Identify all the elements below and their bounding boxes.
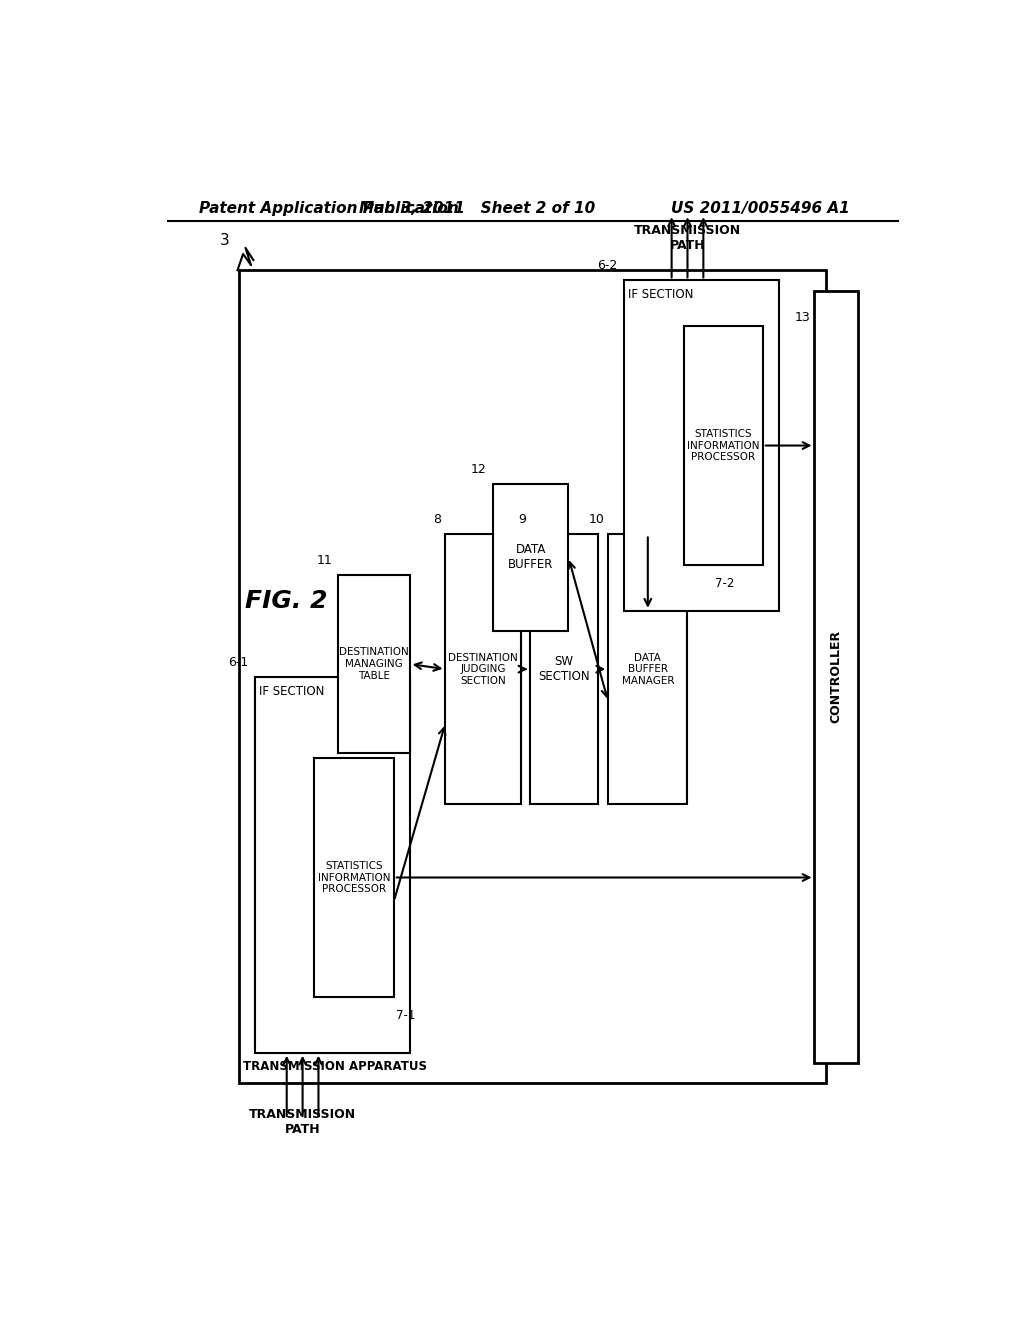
Text: 10: 10 (588, 513, 604, 527)
Text: 13: 13 (795, 312, 811, 323)
Text: US 2011/0055496 A1: US 2011/0055496 A1 (672, 201, 850, 216)
Text: DATA
BUFFER
MANAGER: DATA BUFFER MANAGER (622, 652, 674, 686)
Bar (608, 535, 687, 804)
Text: Mar. 3, 2011   Sheet 2 of 10: Mar. 3, 2011 Sheet 2 of 10 (359, 201, 595, 216)
Text: IF SECTION: IF SECTION (259, 685, 325, 698)
Text: 6-2: 6-2 (597, 259, 617, 272)
Text: 3: 3 (220, 232, 229, 248)
Bar (240, 271, 826, 1084)
Bar (494, 483, 568, 631)
Bar (338, 576, 410, 752)
Text: FIG. 2: FIG. 2 (246, 589, 328, 612)
Text: SW
SECTION: SW SECTION (539, 655, 590, 684)
Text: DESTINATION
MANAGING
TABLE: DESTINATION MANAGING TABLE (339, 647, 409, 681)
Text: 6-1: 6-1 (228, 656, 249, 669)
Bar (445, 535, 521, 804)
Text: Patent Application Publication: Patent Application Publication (200, 201, 459, 216)
Text: TRANSMISSION
PATH: TRANSMISSION PATH (634, 224, 741, 252)
Bar (255, 677, 410, 1053)
Text: 9: 9 (518, 513, 526, 527)
Text: STATISTICS
INFORMATION
PROCESSOR: STATISTICS INFORMATION PROCESSOR (317, 861, 390, 894)
Text: 7-2: 7-2 (715, 577, 734, 590)
Text: TRANSMISSION APPARATUS: TRANSMISSION APPARATUS (243, 1060, 427, 1073)
Text: STATISTICS
INFORMATION
PROCESSOR: STATISTICS INFORMATION PROCESSOR (687, 429, 760, 462)
Text: DATA
BUFFER: DATA BUFFER (508, 544, 553, 572)
Bar (624, 280, 779, 611)
Bar (684, 326, 763, 565)
Text: 7-1: 7-1 (396, 1008, 416, 1022)
Text: CONTROLLER: CONTROLLER (829, 630, 843, 723)
Text: DESTINATION
JUDGING
SECTION: DESTINATION JUDGING SECTION (449, 652, 518, 686)
Text: 8: 8 (433, 513, 441, 527)
Text: 11: 11 (316, 554, 332, 568)
Text: 12: 12 (471, 462, 486, 475)
Text: IF SECTION: IF SECTION (628, 289, 693, 301)
Bar (530, 535, 598, 804)
Bar (314, 758, 394, 997)
Text: TRANSMISSION
PATH: TRANSMISSION PATH (249, 1109, 356, 1137)
Bar (814, 290, 858, 1063)
